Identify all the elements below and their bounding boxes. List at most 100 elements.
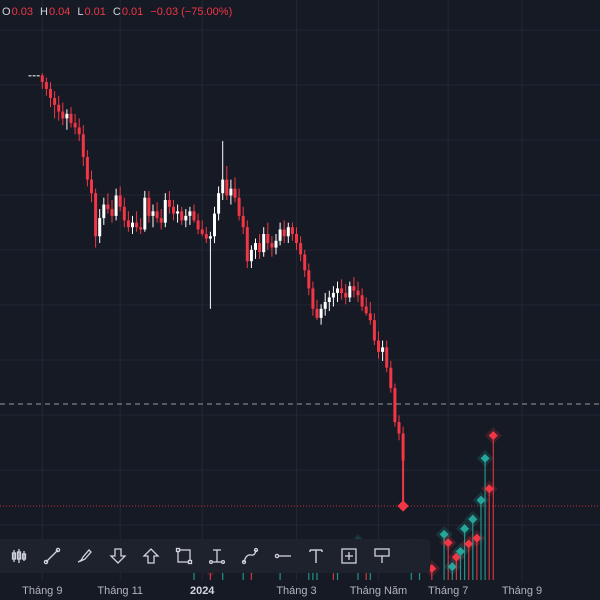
candle-body — [159, 218, 163, 223]
candle-body — [143, 197, 147, 230]
candle-body — [381, 347, 385, 352]
candle-body — [110, 209, 114, 216]
candle-body — [270, 243, 274, 248]
candle-body — [233, 188, 237, 198]
text-icon — [308, 549, 323, 563]
candle-body — [237, 197, 241, 216]
candle-body — [327, 297, 331, 302]
candle-body — [307, 270, 311, 289]
candle-body — [344, 292, 348, 298]
candle-body — [348, 286, 352, 298]
candle-body — [397, 422, 401, 434]
tool-button-text[interactable] — [299, 539, 332, 573]
candle-body — [57, 104, 61, 112]
close-value: 0.01 — [121, 6, 144, 18]
candle-body — [135, 222, 139, 228]
candle-body — [303, 254, 307, 271]
candle-body — [364, 306, 368, 314]
flag-icon — [373, 548, 390, 563]
candle-body — [311, 288, 315, 309]
tool-button-horizontal-ray[interactable] — [266, 539, 299, 573]
tool-button-crosshair-box[interactable] — [332, 539, 365, 573]
candle-body — [163, 200, 167, 223]
candle-body — [53, 98, 57, 105]
tool-button-arrow-up[interactable] — [134, 539, 167, 573]
x-axis-tick-label: Tháng 3 — [276, 585, 316, 597]
candle-body — [278, 229, 282, 241]
volume-marker — [460, 524, 470, 534]
open-label: O — [2, 6, 11, 18]
reference-lines — [0, 403, 600, 507]
candle-body — [249, 249, 253, 262]
candle-body — [295, 234, 298, 244]
brush-icon — [77, 549, 92, 563]
candle-body — [368, 313, 372, 321]
candle-body — [315, 308, 319, 318]
candle-body — [106, 204, 110, 210]
candle-body — [184, 215, 188, 221]
candle-body — [122, 206, 126, 221]
candle-body — [188, 211, 192, 216]
tool-button-arrow-down[interactable] — [101, 539, 134, 573]
candle-body — [352, 286, 356, 291]
volume-marker — [464, 539, 474, 549]
close-label: C — [112, 6, 121, 18]
open-value: 0.03 — [11, 6, 33, 18]
candle-body — [77, 127, 81, 135]
crosshair-box-icon — [340, 548, 357, 564]
candle-body — [221, 179, 225, 194]
volume-marker — [455, 546, 466, 557]
arrow-down-icon — [108, 548, 127, 564]
candle-body — [196, 220, 200, 230]
tool-button-path[interactable] — [233, 539, 266, 573]
tool-button-brush[interactable] — [68, 539, 101, 573]
tool-button-text-cursor[interactable] — [200, 539, 233, 573]
candle-body — [118, 195, 122, 207]
candle-body — [217, 193, 221, 214]
candle-body — [213, 213, 216, 237]
volume-marker — [443, 538, 453, 548]
candle-body — [81, 134, 85, 157]
candle-body — [180, 211, 184, 221]
tool-button-rectangle[interactable] — [167, 539, 200, 573]
tool-button-flag[interactable] — [365, 539, 398, 573]
drawing-toolbar — [0, 539, 430, 573]
candle-body — [225, 179, 229, 196]
candle-body — [32, 75, 36, 77]
change-value: −0.03 (−75.00%) — [150, 6, 233, 18]
candle-body — [401, 433, 405, 461]
tool-button-trend-line[interactable] — [35, 539, 68, 573]
candle-body — [208, 236, 212, 239]
tool-button-bars[interactable] — [2, 539, 35, 573]
low-label: L — [77, 6, 84, 18]
candle-body — [290, 227, 294, 234]
text-cursor-icon — [208, 549, 225, 565]
candle-body — [94, 193, 98, 237]
candle-body — [139, 227, 143, 230]
horizontal-ray-icon — [274, 553, 291, 559]
candle-body — [49, 88, 52, 98]
candle-body — [356, 290, 360, 296]
candle-body — [323, 302, 327, 309]
candle-body — [385, 347, 389, 368]
candle-body — [167, 200, 171, 207]
x-axis-tick-label: Tháng Năm — [350, 585, 407, 597]
candle-body — [172, 206, 175, 214]
candle-body — [389, 367, 393, 389]
candle-body — [192, 211, 196, 221]
bars-icon — [11, 549, 26, 563]
candle-body — [28, 75, 32, 77]
candle-body — [131, 222, 134, 228]
candle-body — [155, 211, 159, 219]
candle-body — [393, 388, 397, 423]
candle-body — [98, 218, 102, 237]
x-axis-tick-label: Tháng 9 — [502, 585, 542, 597]
candle-body — [61, 111, 65, 119]
candle-body — [266, 234, 270, 244]
chart-grid — [0, 0, 600, 580]
candle-body — [40, 75, 44, 83]
candle-body — [262, 234, 266, 253]
candle-body — [204, 234, 208, 239]
candle-body — [336, 288, 339, 293]
